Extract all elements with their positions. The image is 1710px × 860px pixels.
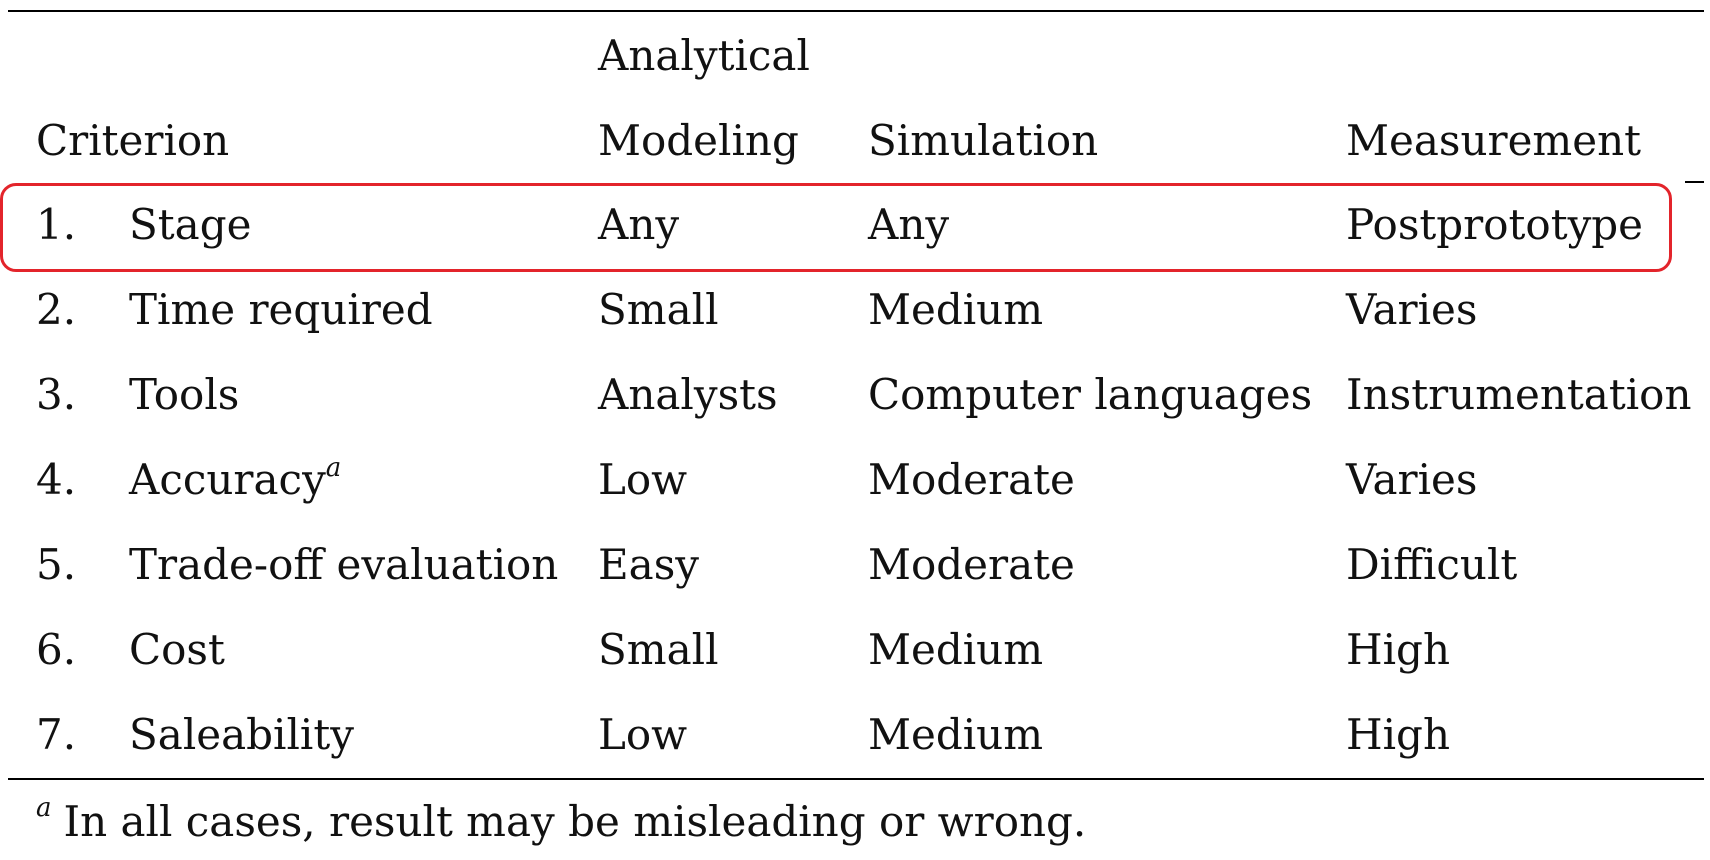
row-analytical: Any — [598, 200, 680, 249]
table-row: 4. Accuracya Low Moderate Varies — [0, 438, 1710, 523]
footnote-ref: a — [325, 453, 342, 483]
row-number: 4. — [36, 455, 77, 504]
row-criterion: Stage — [129, 200, 252, 249]
bottom-rule — [8, 778, 1704, 780]
table-row: 2. Time required Small Medium Varies — [0, 268, 1710, 353]
table-row: 1. Stage Any Any Postprototype — [0, 183, 1710, 268]
row-analytical: Analysts — [598, 370, 778, 419]
row-simulation: Medium — [868, 625, 1044, 674]
footnote-text: In all cases, result may be misleading o… — [63, 797, 1087, 846]
row-simulation: Medium — [868, 710, 1044, 759]
row-number: 1. — [36, 200, 77, 249]
row-measurement: Difficult — [1346, 540, 1518, 589]
top-rule — [8, 10, 1704, 12]
row-measurement: Instrumentation — [1346, 370, 1692, 419]
row-analytical: Small — [598, 625, 719, 674]
row-highlight-box — [0, 183, 1672, 272]
header-criterion: Criterion — [36, 116, 230, 165]
row-analytical: Low — [598, 455, 688, 504]
row-criterion: Time required — [129, 285, 433, 334]
row-measurement: Postprototype — [1346, 200, 1644, 249]
table-row: 3. Tools Analysts Computer languages Ins… — [0, 353, 1710, 438]
row-number: 7. — [36, 710, 77, 759]
row-criterion: Saleability — [129, 710, 354, 759]
row-measurement: Varies — [1346, 455, 1478, 504]
header-analytical-line2: Modeling — [598, 116, 799, 165]
criterion-text: Accuracy — [129, 455, 326, 504]
row-number: 2. — [36, 285, 77, 334]
row-analytical: Small — [598, 285, 719, 334]
row-analytical: Easy — [598, 540, 699, 589]
header-analytical-line1: Analytical — [598, 31, 810, 80]
row-criterion: Trade-off evaluation — [129, 540, 559, 589]
row-criterion: Accuracya — [129, 453, 342, 504]
row-number: 6. — [36, 625, 77, 674]
row-number: 3. — [36, 370, 77, 419]
row-measurement: Varies — [1346, 285, 1478, 334]
row-criterion: Tools — [129, 370, 240, 419]
header-rule — [1685, 181, 1704, 183]
row-criterion: Cost — [129, 625, 225, 674]
row-simulation: Any — [868, 200, 950, 249]
row-measurement: High — [1346, 710, 1450, 759]
table-row: 5. Trade-off evaluation Easy Moderate Di… — [0, 523, 1710, 608]
row-simulation: Computer languages — [868, 370, 1313, 419]
row-measurement: High — [1346, 625, 1450, 674]
table-footnote: a In all cases, result may be misleading … — [36, 795, 1087, 846]
table-row: 7. Saleability Low Medium High — [0, 693, 1710, 778]
row-analytical: Low — [598, 710, 688, 759]
footnote-marker: a — [36, 793, 52, 823]
row-simulation: Moderate — [868, 540, 1075, 589]
header-measurement: Measurement — [1346, 116, 1642, 165]
row-simulation: Medium — [868, 285, 1044, 334]
table-row: 6. Cost Small Medium High — [0, 608, 1710, 693]
row-number: 5. — [36, 540, 77, 589]
header-simulation: Simulation — [868, 116, 1099, 165]
row-simulation: Moderate — [868, 455, 1075, 504]
